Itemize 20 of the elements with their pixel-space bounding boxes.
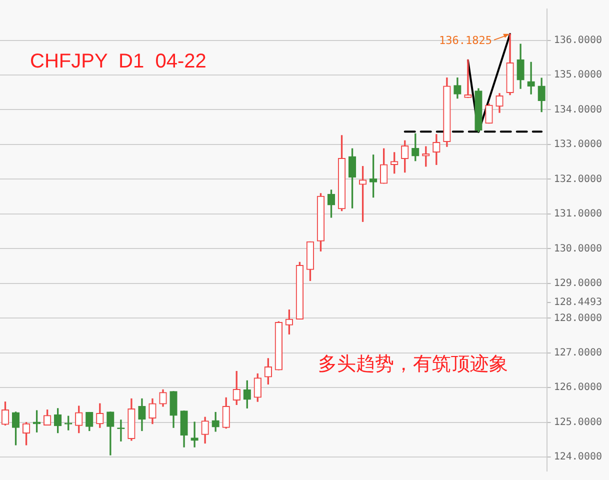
- candlestick: [190, 422, 198, 448]
- text: CHFJPY D1 04-22: [30, 50, 206, 73]
- y-tick-label: 131.0000: [554, 208, 602, 220]
- y-tick-label: 133.0000: [554, 139, 602, 150]
- annotation: 136.1825: [439, 34, 492, 47]
- candlestick: [527, 62, 535, 94]
- annotation: 多头趋势，有筑顶迹象: [318, 352, 508, 375]
- y-tick-label: 134.0000: [554, 104, 602, 116]
- y-tick-label: 127.0000: [554, 347, 602, 358]
- y-tick-label: 128.0000: [554, 312, 602, 324]
- y-tick-label: 128.4493: [554, 297, 602, 308]
- candlestick: [464, 59, 472, 98]
- y-tick-label: 136.0000: [554, 34, 602, 46]
- y-tick-label: 125.0000: [554, 416, 602, 428]
- y-tick-label: 124.0000: [554, 452, 602, 463]
- y-tick-label: 126.0000: [554, 382, 602, 394]
- y-tick-label: 130.0000: [554, 243, 602, 254]
- y-tick-label: 135.0000: [554, 70, 602, 81]
- y-tick-label: 129.0000: [554, 278, 602, 290]
- y-tick-label: 132.0000: [554, 174, 602, 185]
